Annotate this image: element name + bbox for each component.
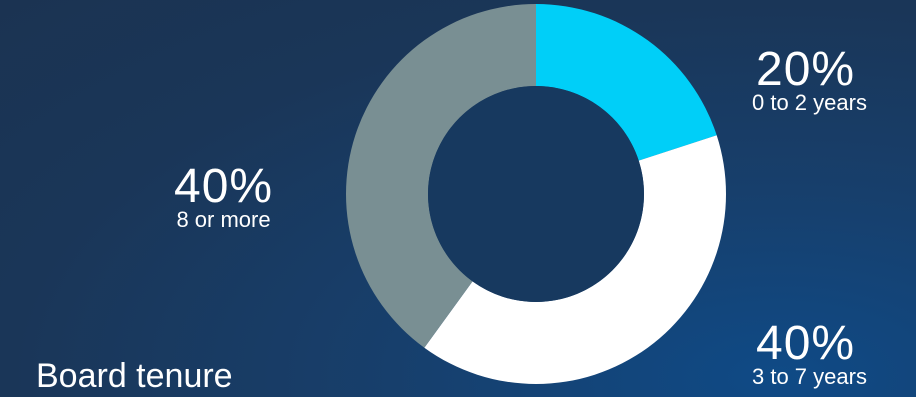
slice-label-0-to-2-years: 20% 0 to 2 years: [752, 46, 867, 114]
chart-title: Board tenure: [36, 357, 233, 395]
slice-value-3-to-7-years: 40%: [756, 317, 856, 370]
donut-slice-3-to-7-years: [424, 135, 726, 384]
slice-category-3-to-7-years: 3 to 7 years: [752, 364, 867, 389]
slice-value-8-or-more: 40%: [174, 160, 274, 213]
donut-slice-0-to-2-years: [536, 4, 717, 161]
slice-value-0-to-2-years: 20%: [756, 43, 856, 96]
donut-slice-8-or-more: [346, 4, 536, 348]
slice-label-8-or-more: 40% 8 or more: [174, 163, 273, 231]
slice-category-0-to-2-years: 0 to 2 years: [752, 90, 867, 115]
slice-category-8-or-more: 8 or more: [176, 207, 271, 232]
slice-label-3-to-7-years: 40% 3 to 7 years: [752, 320, 867, 388]
donut-hole: [428, 86, 644, 302]
